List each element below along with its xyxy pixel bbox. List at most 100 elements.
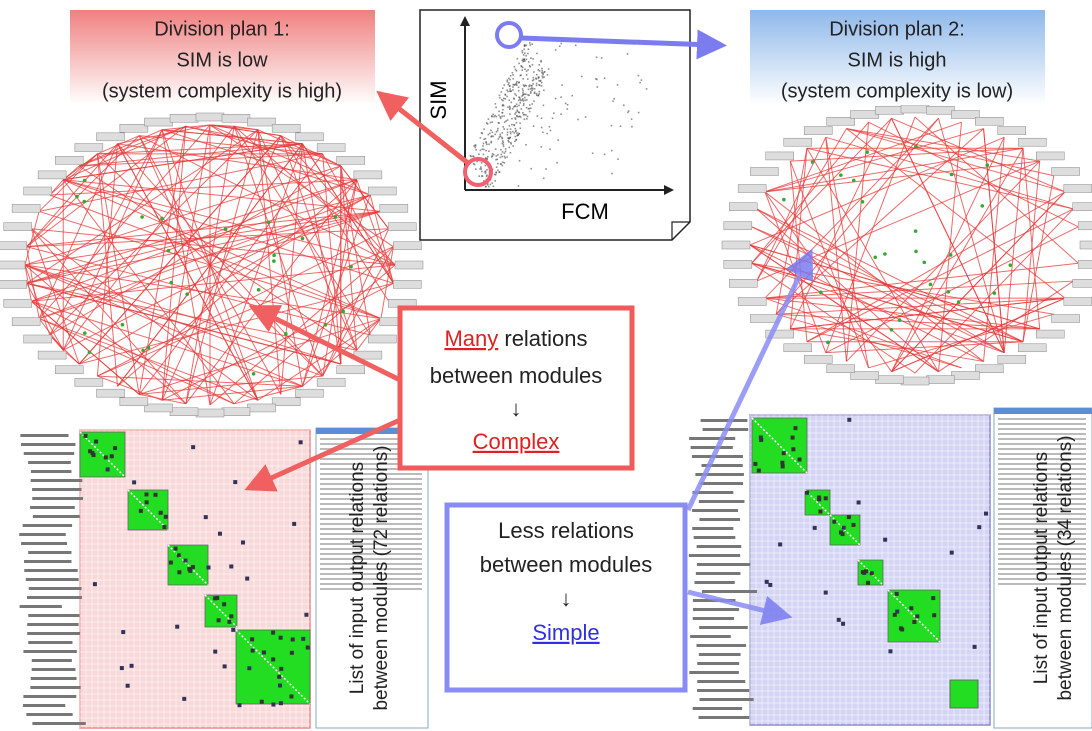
network-dot	[141, 349, 145, 353]
row-label	[32, 488, 81, 491]
network-dot	[929, 283, 933, 287]
scatter-dot	[507, 138, 509, 140]
matrix-dot	[780, 461, 784, 465]
matrix-dot	[793, 426, 797, 430]
scatter-dot	[492, 153, 494, 155]
scatter-dot	[536, 83, 538, 85]
scatter-dot	[530, 88, 532, 90]
matrix-dot	[191, 565, 195, 569]
row-label	[32, 497, 83, 500]
scatter-dot	[639, 82, 641, 84]
row-label	[28, 641, 72, 644]
scatter-dot	[530, 168, 532, 170]
scatter-dot	[548, 68, 550, 70]
node-label	[0, 261, 25, 269]
matrix-dot	[824, 496, 828, 500]
scatter-dot	[540, 60, 542, 62]
scatter-dot	[547, 74, 549, 76]
matrix-dot	[241, 540, 245, 544]
scatter-dot	[531, 85, 533, 87]
scatter-dot	[543, 76, 545, 78]
scatter-dot	[488, 186, 490, 188]
matrix-dot	[984, 512, 988, 516]
matrix-dot	[218, 532, 222, 536]
node-label	[24, 187, 52, 195]
scatter-dot	[537, 115, 539, 117]
scatter-dot	[488, 134, 490, 136]
matrix-dot	[104, 455, 108, 459]
scatter-dot	[485, 170, 487, 172]
scatter-dot	[500, 157, 502, 159]
scatter-dot	[514, 66, 516, 68]
scatter-dot	[523, 54, 525, 56]
plan2-line: (system complexity is low)	[781, 80, 1013, 102]
scatter-dot	[542, 77, 544, 79]
scatter-dot	[483, 149, 485, 151]
row-label	[28, 551, 71, 554]
scatter-dot	[561, 84, 563, 86]
scatter-dot	[520, 65, 522, 67]
scatter-dot	[490, 184, 492, 186]
row-label	[31, 677, 77, 680]
matrix-dot	[144, 492, 148, 496]
scatter-dot	[523, 84, 525, 86]
node-label	[951, 371, 979, 379]
network-dot	[257, 288, 261, 292]
network-dot	[861, 200, 865, 204]
scatter-dot	[501, 143, 503, 145]
matrix-dot	[291, 637, 295, 641]
network-dot	[914, 145, 918, 149]
matrix-dot	[909, 606, 913, 610]
scatter-dot	[524, 60, 526, 62]
scatter-dot	[519, 122, 521, 124]
scatter-dot	[522, 52, 524, 54]
scatter-dot	[486, 169, 488, 171]
scatter-dot	[541, 70, 543, 72]
scatter-dot	[488, 118, 490, 120]
row-label	[696, 572, 741, 575]
node-label	[337, 366, 365, 374]
scatter-dot	[505, 148, 507, 150]
scatter-dot	[514, 141, 516, 143]
scatter-dot	[506, 156, 508, 158]
scatter-dot	[516, 81, 518, 83]
scatter-dot	[508, 78, 510, 80]
matrix-dot	[188, 569, 192, 573]
plan2-line: Division plan 2:	[829, 18, 965, 40]
scatter-dot	[526, 107, 528, 109]
row-label	[699, 626, 748, 629]
plan1-line: SIM is low	[176, 49, 268, 71]
scatter-dot	[495, 148, 497, 150]
matrix-dot	[229, 564, 233, 568]
network	[722, 105, 1092, 385]
x-axis-label: FCM	[561, 199, 609, 224]
scatter-dot	[524, 68, 526, 70]
scatter-dot	[491, 135, 493, 137]
scatter-dot	[490, 130, 492, 132]
network-dot	[852, 179, 856, 183]
matrix-dot	[213, 650, 217, 654]
matrix-dot	[279, 667, 283, 671]
scatter-dot	[504, 162, 506, 164]
scatter-dot	[552, 118, 554, 120]
matrix-dot	[852, 523, 856, 527]
list-label: between modules (72 relations)	[371, 445, 392, 710]
scatter-dot	[519, 97, 521, 99]
scatter-dot	[504, 121, 506, 123]
node-label	[317, 378, 345, 386]
matrix-dot	[791, 436, 795, 440]
node-label	[750, 167, 778, 175]
network-dot	[898, 318, 902, 322]
node-label	[1073, 279, 1092, 287]
scatter-dot	[492, 136, 494, 138]
node-label	[144, 404, 172, 412]
node-label	[248, 404, 276, 412]
scatter-dot	[509, 125, 511, 127]
scatter-dot	[612, 100, 614, 102]
row-label	[28, 614, 79, 617]
network-dot	[890, 328, 894, 332]
node-label	[97, 389, 125, 397]
network-link	[210, 125, 281, 136]
scatter-dot	[528, 108, 530, 110]
node-label	[0, 280, 27, 288]
